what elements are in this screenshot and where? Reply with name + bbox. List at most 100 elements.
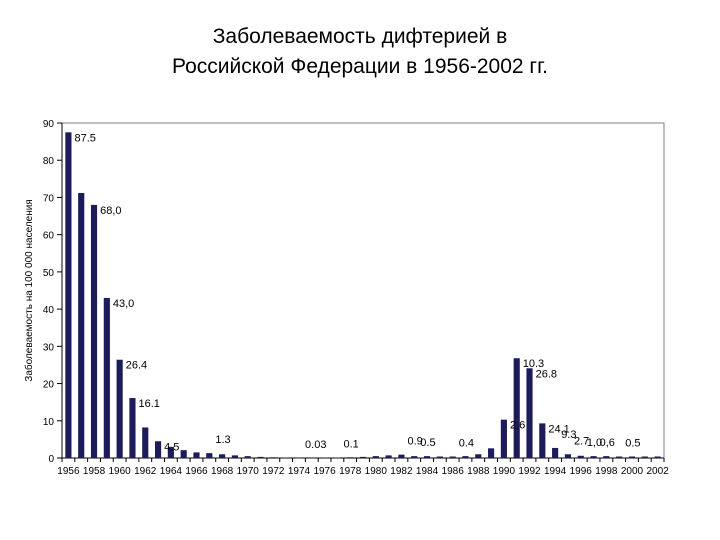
y-tick-label: 30 bbox=[43, 342, 55, 353]
bar-1966 bbox=[193, 452, 200, 458]
y-tick-label: 20 bbox=[43, 380, 55, 391]
bar-1974 bbox=[295, 457, 303, 459]
data-label-1999: 0.5 bbox=[625, 438, 640, 450]
bar-1983 bbox=[411, 456, 418, 458]
bar-1979 bbox=[359, 456, 367, 458]
bar-1959 bbox=[103, 297, 110, 458]
y-tick-label: 0 bbox=[48, 454, 54, 465]
chart-title-line-2: Российской Федерации в 1956-2002 гг. bbox=[171, 55, 549, 78]
bar-1971 bbox=[257, 456, 264, 458]
x-tick-label: 1986 bbox=[442, 466, 465, 477]
x-tick-label: 1964 bbox=[160, 466, 183, 477]
bar-1992 bbox=[526, 368, 533, 458]
x-tick-label: 1982 bbox=[390, 466, 413, 477]
bar-1963 bbox=[154, 441, 162, 458]
x-tick-label: 1984 bbox=[416, 466, 439, 477]
data-label-1986: 0.4 bbox=[459, 438, 474, 450]
x-tick-label: 2000 bbox=[621, 466, 644, 477]
x-tick-label: 1962 bbox=[134, 466, 157, 477]
bar-2002 bbox=[654, 456, 661, 458]
data-label-1997: 0,6 bbox=[600, 437, 615, 449]
bar-1984 bbox=[423, 456, 431, 458]
data-label-1994: 9.3 bbox=[561, 429, 576, 441]
bar-1970 bbox=[244, 456, 251, 458]
bar-1967 bbox=[206, 453, 213, 458]
x-tick-label: 1966 bbox=[185, 466, 208, 477]
data-label-1991: 10.3 bbox=[523, 358, 544, 370]
bar-1996 bbox=[577, 455, 584, 458]
data-label-1958: 68,0 bbox=[100, 205, 121, 217]
bar-1991 bbox=[513, 358, 520, 458]
data-label-1977: 0.1 bbox=[343, 439, 358, 451]
data-label-1963: 4.5 bbox=[164, 441, 179, 453]
data-label-1995: 2.7 bbox=[574, 435, 589, 447]
y-tick-label: 70 bbox=[43, 193, 55, 204]
y-tick-label: 90 bbox=[43, 119, 55, 130]
x-tick-label: 1958 bbox=[83, 466, 106, 477]
y-tick-label: 60 bbox=[43, 231, 55, 242]
x-tick-label: 1980 bbox=[365, 466, 388, 477]
bar-1958 bbox=[90, 204, 98, 458]
data-label-1993: 24.1 bbox=[548, 423, 569, 435]
x-tick-label: 1994 bbox=[544, 466, 567, 477]
bar-1982 bbox=[398, 454, 405, 458]
x-tick-label: 1970 bbox=[237, 466, 260, 477]
x-tick-label: 1956 bbox=[57, 466, 80, 477]
x-tick-label: 1978 bbox=[339, 466, 362, 477]
bar-2000 bbox=[628, 456, 636, 458]
data-label-1983: 0.5 bbox=[420, 437, 435, 449]
bar-1964 bbox=[167, 446, 174, 458]
bar-1968 bbox=[219, 454, 226, 458]
x-tick-label: 1998 bbox=[595, 466, 618, 477]
data-label-1961: 16.1 bbox=[139, 398, 160, 410]
chart-title-line-1: Заболеваемость дифтерией в bbox=[212, 25, 508, 48]
bar-1957 bbox=[78, 192, 85, 458]
bar-1997 bbox=[590, 456, 597, 458]
bar-1973 bbox=[283, 457, 290, 459]
bar-1962 bbox=[142, 427, 149, 458]
bar-1994 bbox=[552, 447, 559, 458]
bar-1976 bbox=[321, 457, 328, 459]
bar-1972 bbox=[270, 457, 277, 458]
bar-1980 bbox=[372, 456, 379, 458]
x-tick-label: 2002 bbox=[646, 466, 669, 477]
x-tick-label: 1968 bbox=[211, 466, 234, 477]
bar-1956 bbox=[65, 132, 72, 459]
bar-2001 bbox=[641, 456, 648, 458]
x-tick-label: 1988 bbox=[467, 466, 490, 477]
x-tick-label: 1972 bbox=[262, 466, 285, 477]
bar-1977 bbox=[334, 457, 341, 459]
bar-1987 bbox=[462, 456, 469, 458]
y-tick-label: 80 bbox=[43, 156, 55, 167]
x-tick-label: 1960 bbox=[109, 466, 132, 477]
x-tick-label: 1996 bbox=[570, 466, 593, 477]
x-tick-label: 1976 bbox=[313, 466, 336, 477]
bar-1969 bbox=[231, 455, 238, 458]
bar-1960 bbox=[116, 359, 123, 458]
bar-1986 bbox=[449, 456, 456, 458]
x-tick-label: 1974 bbox=[288, 466, 311, 477]
data-label-1967: 1.3 bbox=[215, 434, 230, 446]
y-tick-label: 40 bbox=[43, 305, 55, 316]
data-label-1992: 26.8 bbox=[536, 368, 557, 380]
bar-1981 bbox=[385, 455, 392, 458]
data-label-1974: 0.03 bbox=[305, 439, 326, 451]
bar-1990 bbox=[500, 419, 507, 458]
data-label-1959: 43,0 bbox=[113, 298, 134, 310]
bar-1988 bbox=[475, 454, 482, 458]
bar-1965 bbox=[180, 450, 187, 458]
bar-1989 bbox=[488, 448, 495, 458]
data-label-1990: 2.6 bbox=[510, 420, 525, 432]
x-tick-label: 1992 bbox=[518, 466, 541, 477]
bar-1978 bbox=[347, 457, 354, 458]
y-tick-label: 10 bbox=[43, 417, 55, 428]
chart-title: Заболеваемость дифтерией в Российской Фе… bbox=[0, 22, 720, 82]
bar-1998 bbox=[603, 456, 610, 458]
bar-1985 bbox=[436, 456, 443, 458]
data-label-1996: 1,0 bbox=[587, 437, 602, 449]
bar-1975 bbox=[308, 457, 315, 459]
bar-1961 bbox=[129, 398, 136, 458]
data-label-1956: 87.5 bbox=[74, 132, 95, 144]
data-label-1960: 26.4 bbox=[126, 360, 147, 372]
